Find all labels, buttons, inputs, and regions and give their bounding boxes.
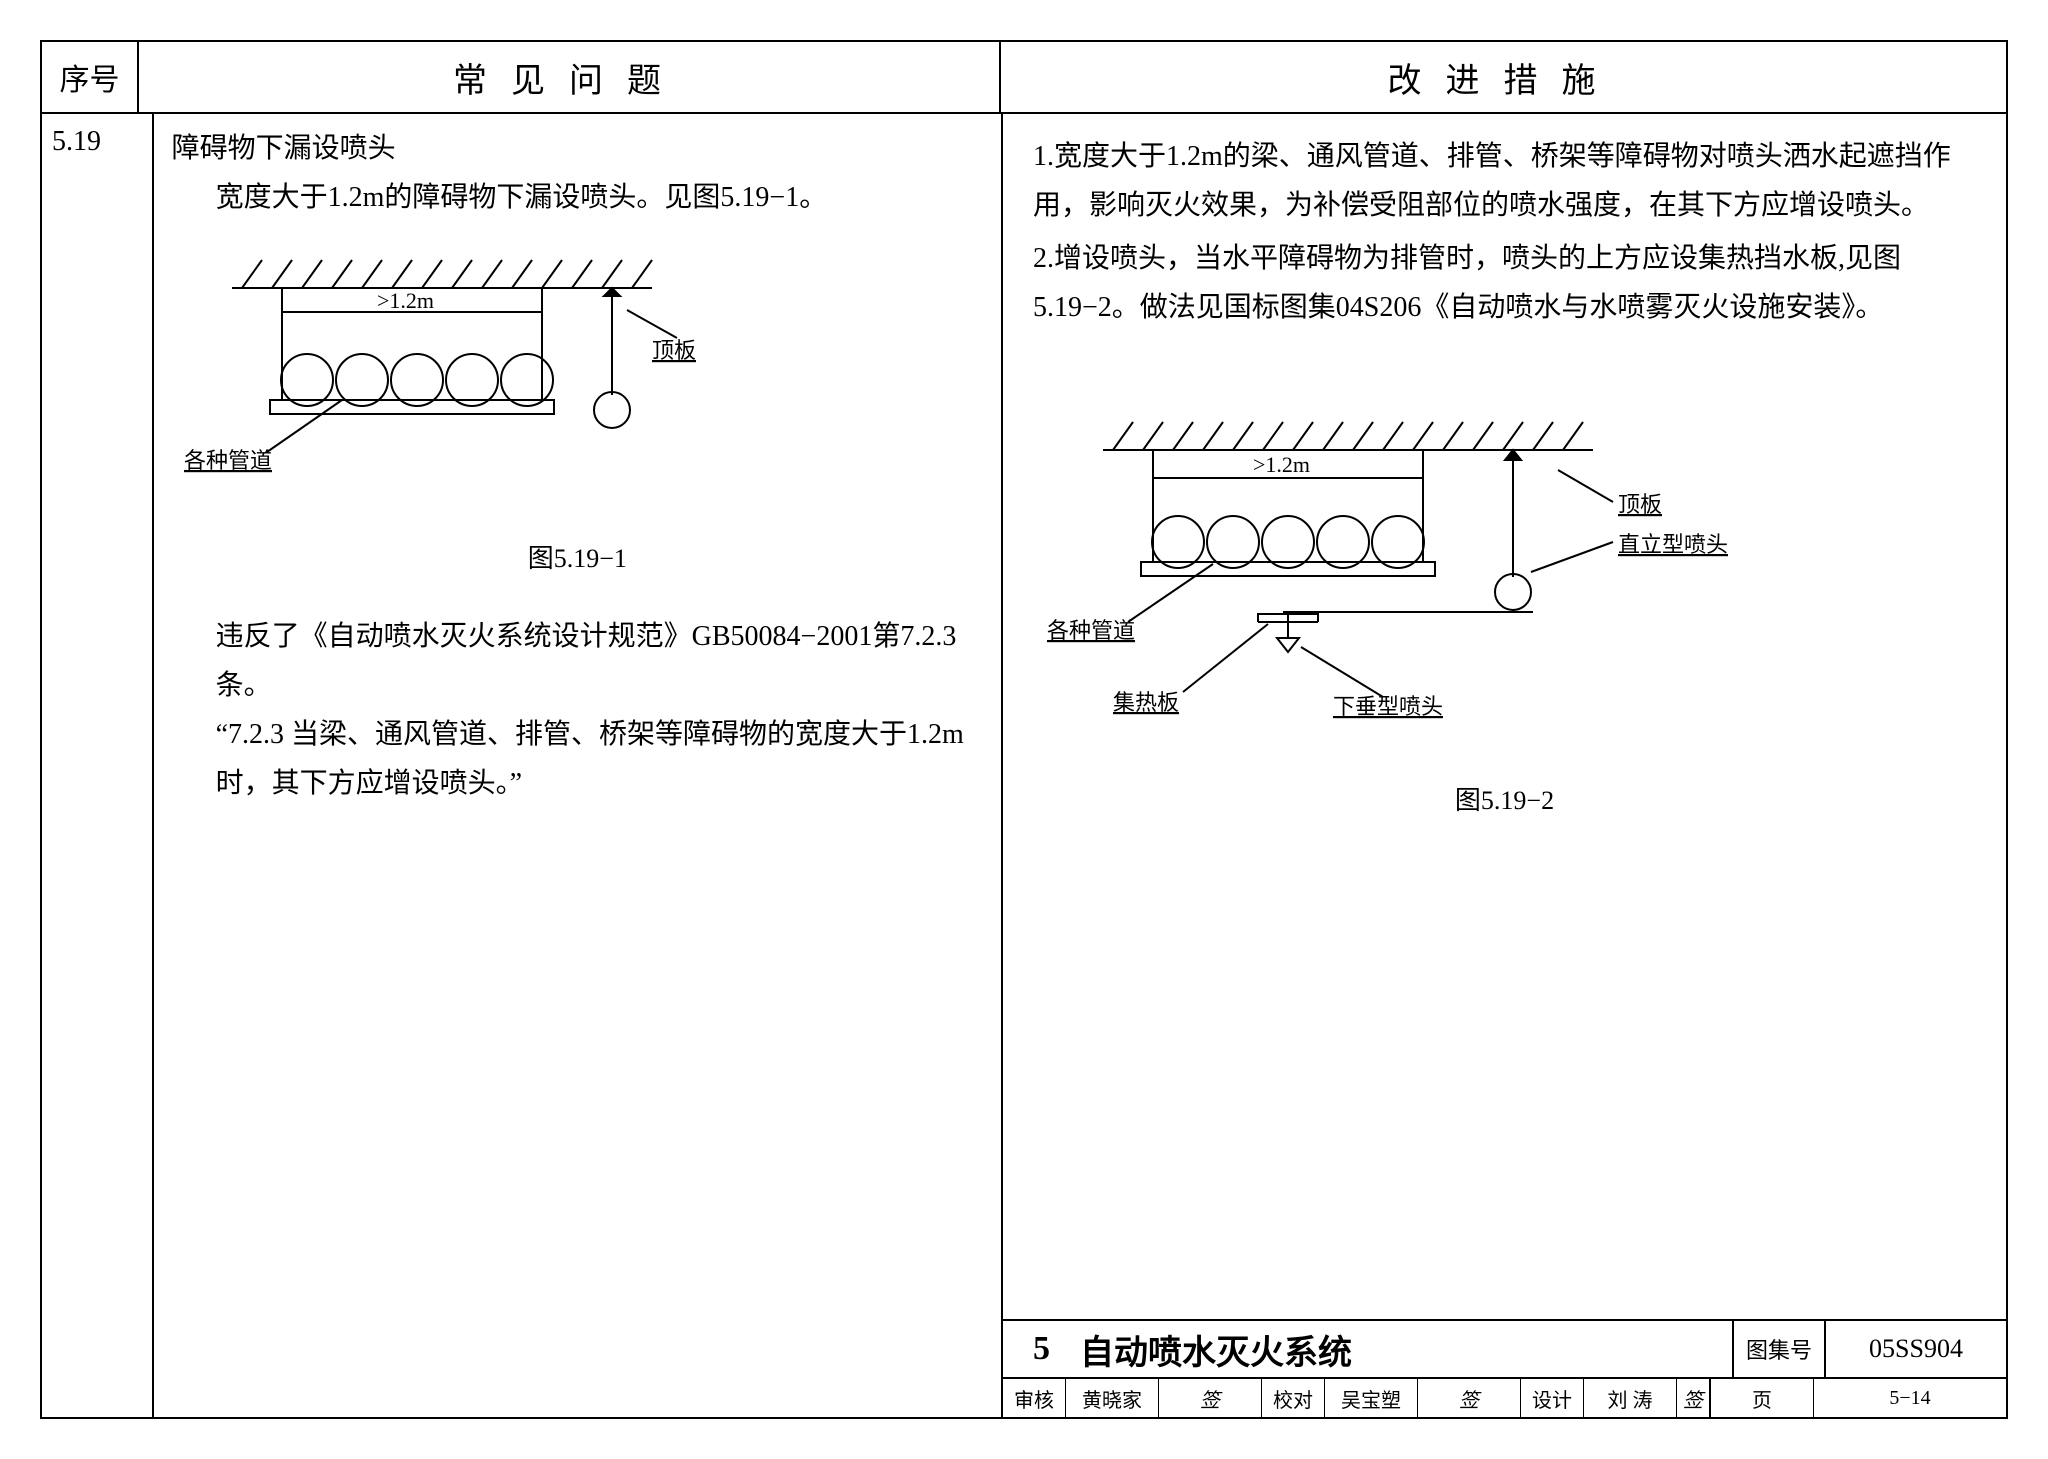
figure-2-wrap: >1.2m 顶板 直立型喷头 各种管道 集热板 下垂型喷头 [1033, 402, 1976, 758]
measure-m2: 2.增设喷头，当水平障碍物为排管时，喷头的上方应设集热挡水板,见图5.19−2。… [1033, 234, 1976, 332]
page-label: 页 [1710, 1379, 1814, 1417]
fig2-label-top: 顶板 [1618, 492, 1662, 517]
fig1-dim: >1.2m [377, 288, 434, 313]
fig2-label-pendant: 下垂型喷头 [1333, 694, 1443, 719]
measure-m1: 1.宽度大于1.2m的梁、通风管道、排管、桥架等障碍物对喷头洒水起遮挡作用，影响… [1033, 132, 1976, 230]
check-label: 校对 [1262, 1379, 1325, 1417]
problem-p1: 宽度大于1.2m的障碍物下漏设喷头。见图5.19−1。 [172, 173, 983, 222]
check-sign: 签 [1418, 1379, 1521, 1417]
figure-1-svg: >1.2m 顶板 各种管道 [172, 240, 722, 500]
set-value: 05SS904 [1826, 1321, 2006, 1377]
fig1-label-top: 顶板 [652, 338, 696, 363]
figure-1-wrap: >1.2m 顶板 各种管道 [172, 240, 983, 516]
figure-2-svg: >1.2m 顶板 直立型喷头 各种管道 集热板 下垂型喷头 [1033, 402, 1753, 742]
design-sign: 签 [1677, 1379, 1710, 1417]
table-row: 5.19 障碍物下漏设喷头 宽度大于1.2m的障碍物下漏设喷头。见图5.19−1… [42, 114, 2006, 1417]
problem-cell: 障碍物下漏设喷头 宽度大于1.2m的障碍物下漏设喷头。见图5.19−1。 [154, 114, 1003, 1417]
fig1-label-pipes: 各种管道 [184, 448, 272, 473]
header-measure: 改进措施 [1001, 42, 2006, 112]
audit-label: 审核 [1003, 1379, 1066, 1417]
fig2-dim: >1.2m [1253, 452, 1310, 477]
page-value: 5−14 [1814, 1379, 2006, 1417]
fig1-caption: 图5.19−1 [172, 536, 983, 582]
chapter-no: 5 [1033, 1330, 1050, 1368]
drawing-sheet: 序号 常见问题 改进措施 5.19 障碍物下漏设喷头 宽度大于1.2m的障碍物下… [40, 40, 2008, 1419]
fig2-label-pipes: 各种管道 [1047, 618, 1135, 643]
fig2-label-upright: 直立型喷头 [1618, 532, 1728, 557]
measure-cell: 1.宽度大于1.2m的梁、通风管道、排管、桥架等障碍物对喷头洒水起遮挡作用，影响… [1003, 114, 2006, 1417]
audit-sign: 签 [1159, 1379, 1262, 1417]
chapter-title: 5 自动喷水灭火系统 [1003, 1321, 1734, 1377]
header-num: 序号 [42, 42, 139, 112]
problem-p2: 违反了《自动喷水灭火系统设计规范》GB50084−2001第7.2.3条。 [172, 612, 983, 710]
audit-name: 黄晓家 [1066, 1379, 1159, 1417]
header-problem: 常见问题 [139, 42, 1001, 112]
measure-text: 1.宽度大于1.2m的梁、通风管道、排管、桥架等障碍物对喷头洒水起遮挡作用，影响… [1003, 114, 2006, 1319]
table-header: 序号 常见问题 改进措施 [42, 42, 2006, 114]
title-block: 5 自动喷水灭火系统 图集号 05SS904 审核 黄晓家 签 校对 吴宝塑 签… [1003, 1319, 2006, 1417]
fig2-caption: 图5.19−2 [1033, 778, 1976, 824]
problem-p3: “7.2.3 当梁、通风管道、排管、桥架等障碍物的宽度大于1.2m时，其下方应增… [172, 710, 983, 808]
set-label: 图集号 [1734, 1321, 1826, 1377]
check-name: 吴宝塑 [1325, 1379, 1418, 1417]
problem-title: 障碍物下漏设喷头 [172, 124, 983, 173]
fig2-label-plate: 集热板 [1113, 690, 1179, 715]
chapter-name: 自动喷水灭火系统 [1080, 1325, 1352, 1374]
design-label: 设计 [1521, 1379, 1584, 1417]
design-name: 刘 涛 [1584, 1379, 1677, 1417]
row-number: 5.19 [42, 114, 154, 1417]
